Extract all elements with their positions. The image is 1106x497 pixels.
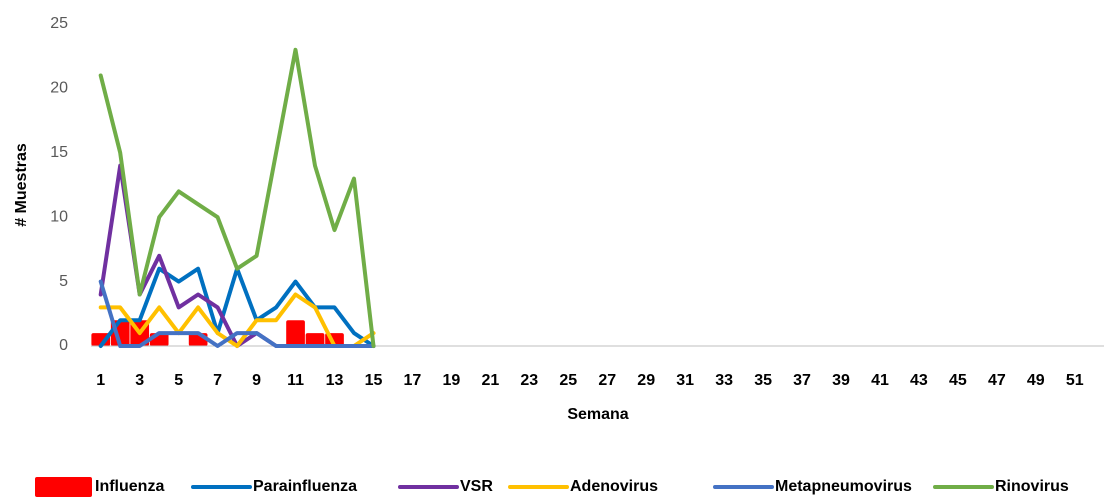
bar <box>305 333 325 346</box>
x-tick-label: 19 <box>442 372 460 389</box>
legend-label: Influenza <box>95 478 164 495</box>
x-tick-label: 21 <box>481 372 499 389</box>
y-tick-label: 25 <box>50 15 68 32</box>
legend-label: Adenovirus <box>570 478 658 495</box>
x-tick-label: 43 <box>910 372 928 389</box>
legend-label: VSR <box>460 478 493 495</box>
x-tick-label: 45 <box>949 372 967 389</box>
x-tick-label: 23 <box>520 372 538 389</box>
x-tick-label: 5 <box>174 372 183 389</box>
x-tick-label: 51 <box>1066 372 1084 389</box>
x-tick-label: 35 <box>754 372 772 389</box>
x-tick-label: 37 <box>793 372 811 389</box>
y-tick-label: 5 <box>59 273 68 290</box>
line <box>98 47 376 348</box>
x-tick-label: 33 <box>715 372 733 389</box>
legend-swatch <box>35 477 92 497</box>
x-axis-title: Semana <box>567 406 628 423</box>
y-tick-label: 10 <box>50 208 68 225</box>
bar <box>286 320 305 346</box>
x-tick-label: 31 <box>676 372 694 389</box>
x-tick-label: 29 <box>637 372 655 389</box>
x-tick-label: 25 <box>559 372 577 389</box>
y-tick-label: 0 <box>59 337 68 354</box>
x-tick-label: 39 <box>832 372 850 389</box>
x-tick-label: 9 <box>252 372 261 389</box>
legend-label: Rinovirus <box>995 478 1069 495</box>
x-tick-label: 1 <box>96 372 105 389</box>
y-tick-label: 15 <box>50 144 68 161</box>
x-tick-label: 15 <box>365 372 383 389</box>
x-tick-label: 49 <box>1027 372 1045 389</box>
x-tick-label: 7 <box>213 372 222 389</box>
x-tick-label: 41 <box>871 372 889 389</box>
x-tick-label: 13 <box>326 372 344 389</box>
x-tick-label: 3 <box>135 372 144 389</box>
x-tick-label: 11 <box>287 372 304 389</box>
x-tick-label: 17 <box>404 372 422 389</box>
legend-label: Parainfluenza <box>253 478 357 495</box>
y-tick-label: 20 <box>50 80 68 97</box>
line <box>98 279 376 348</box>
line <box>98 292 376 348</box>
legend-label: Metapneumovirus <box>775 478 912 495</box>
y-axis-title: # Muestras <box>13 143 30 227</box>
x-tick-label: 47 <box>988 372 1006 389</box>
x-tick-label: 27 <box>598 372 616 389</box>
